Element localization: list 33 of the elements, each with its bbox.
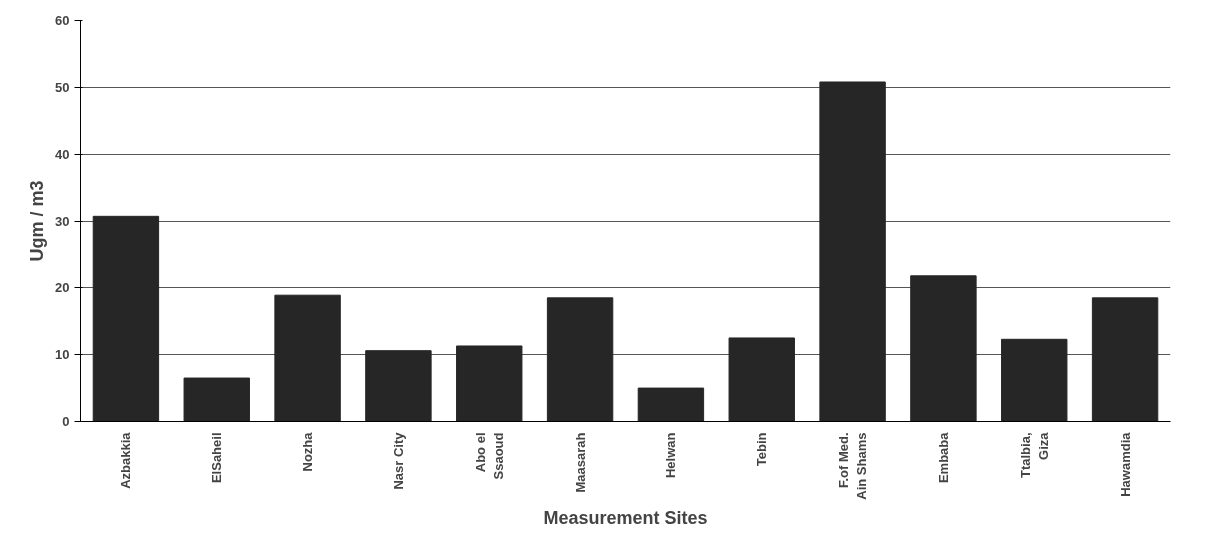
bar — [910, 275, 977, 422]
y-tick-label: 0 — [62, 414, 70, 429]
bar — [365, 350, 432, 422]
x-tick-label: Ttalbia, Giza — [1017, 431, 1051, 479]
x-tick-label: Embaba — [935, 431, 951, 484]
bar — [1091, 297, 1159, 422]
bar — [456, 345, 523, 422]
x-tick-label: F.of Med. Ain Shams — [836, 432, 870, 500]
x-tick-label: Maasarah — [572, 432, 588, 493]
x-tick-label: ElSaheil — [209, 432, 225, 484]
x-tick-label: Nozha — [300, 431, 316, 472]
x-tick-label: Helwan — [663, 432, 679, 479]
bar — [546, 297, 614, 422]
bar — [1001, 338, 1068, 422]
bar — [637, 387, 705, 422]
bar — [274, 294, 341, 422]
bar — [728, 337, 795, 422]
y-tick-label: 20 — [55, 280, 70, 296]
x-tick-label: Nasr City — [390, 431, 406, 490]
y-tick-label: 10 — [55, 347, 70, 363]
y-tick-label: 50 — [55, 79, 70, 95]
y-tick-label: 30 — [55, 213, 70, 229]
x-tick-label: Abo el Ssaoud — [472, 432, 506, 480]
x-tick-label: Azbakkia — [118, 431, 134, 489]
y-tick-label: 60 — [55, 13, 70, 28]
bar — [183, 377, 250, 422]
bar — [819, 81, 886, 422]
x-tick-label: Hawamdia — [1117, 431, 1133, 497]
x-tick-label: Tebin — [754, 432, 770, 467]
x-axis-title: Measurement Sites — [543, 507, 708, 528]
y-axis-title: Ugm / m3 — [27, 180, 48, 262]
bar — [92, 215, 160, 422]
y-tick-label: 40 — [55, 146, 70, 162]
